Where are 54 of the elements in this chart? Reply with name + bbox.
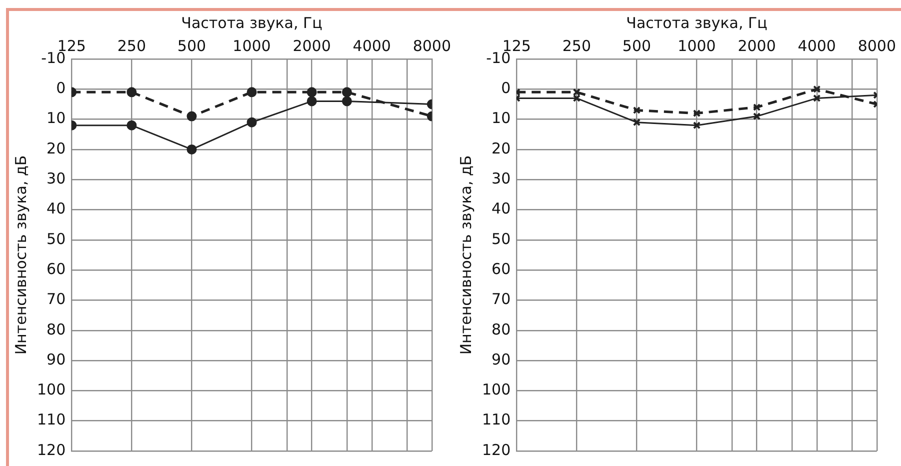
point — [246, 87, 257, 98]
x-tick-label: 1000 — [232, 36, 271, 55]
point — [632, 106, 641, 114]
y-tick-label: 40 — [492, 200, 511, 218]
point — [692, 122, 701, 130]
x-tick-label: 8000 — [412, 36, 452, 55]
y-tick-label: 90 — [46, 350, 66, 368]
y-axis-title: Интенсивность звука, дБ — [456, 155, 475, 355]
x-tick-label: 8000 — [858, 36, 896, 55]
y-tick-label: 0 — [56, 79, 66, 98]
point — [692, 109, 701, 118]
y-tick-label: 80 — [46, 320, 66, 338]
x-tick-label: 250 — [562, 36, 591, 55]
x-tick-label: 4000 — [352, 36, 391, 55]
y-tick-label: 110 — [36, 410, 66, 429]
x-tick-label: 1000 — [678, 36, 716, 55]
y-tick-label: 50 — [46, 230, 66, 248]
point — [126, 87, 137, 98]
x-tick-label: 2000 — [738, 36, 776, 55]
y-tick-label: 0 — [501, 79, 511, 98]
y-tick-label: 60 — [492, 260, 511, 278]
x-tick-label: 4000 — [798, 36, 836, 55]
point — [186, 111, 197, 122]
x-axis-title: Частота звука, Гц — [181, 14, 322, 32]
y-tick-label: 30 — [492, 170, 511, 188]
point — [306, 87, 317, 98]
y-tick-label: 50 — [492, 230, 511, 248]
y-tick-label: 70 — [46, 290, 66, 308]
y-tick-label: 20 — [46, 139, 66, 158]
y-tick-label: 40 — [46, 200, 66, 218]
y-tick-label: 60 — [46, 260, 66, 278]
y-tick-label: 10 — [492, 109, 511, 128]
x-tick-label: 2000 — [292, 36, 331, 55]
y-tick-label: 100 — [482, 380, 511, 399]
y-tick-label: 90 — [492, 350, 511, 368]
y-tick-label: 120 — [482, 440, 511, 459]
y-axis-title: Интенсивность звука, дБ — [12, 155, 30, 355]
y-tick-label: 70 — [492, 290, 511, 308]
x-tick-label: 500 — [622, 36, 652, 55]
x-tick-label: 500 — [177, 36, 206, 55]
x-axis-title: Частота звука, Гц — [626, 14, 768, 32]
y-tick-label: 100 — [36, 380, 66, 399]
y-tick-label: 120 — [36, 440, 66, 459]
x-tick-label: 250 — [117, 36, 146, 55]
y-tick-label: 10 — [46, 109, 66, 128]
y-tick-label: 30 — [46, 170, 66, 188]
point — [632, 118, 641, 126]
point — [126, 120, 137, 130]
point — [306, 96, 317, 106]
y-tick-label: 20 — [492, 139, 511, 158]
point — [246, 117, 257, 128]
y-tick-label: 80 — [492, 320, 511, 338]
point — [186, 144, 197, 154]
y-tick-label: 110 — [482, 410, 511, 429]
